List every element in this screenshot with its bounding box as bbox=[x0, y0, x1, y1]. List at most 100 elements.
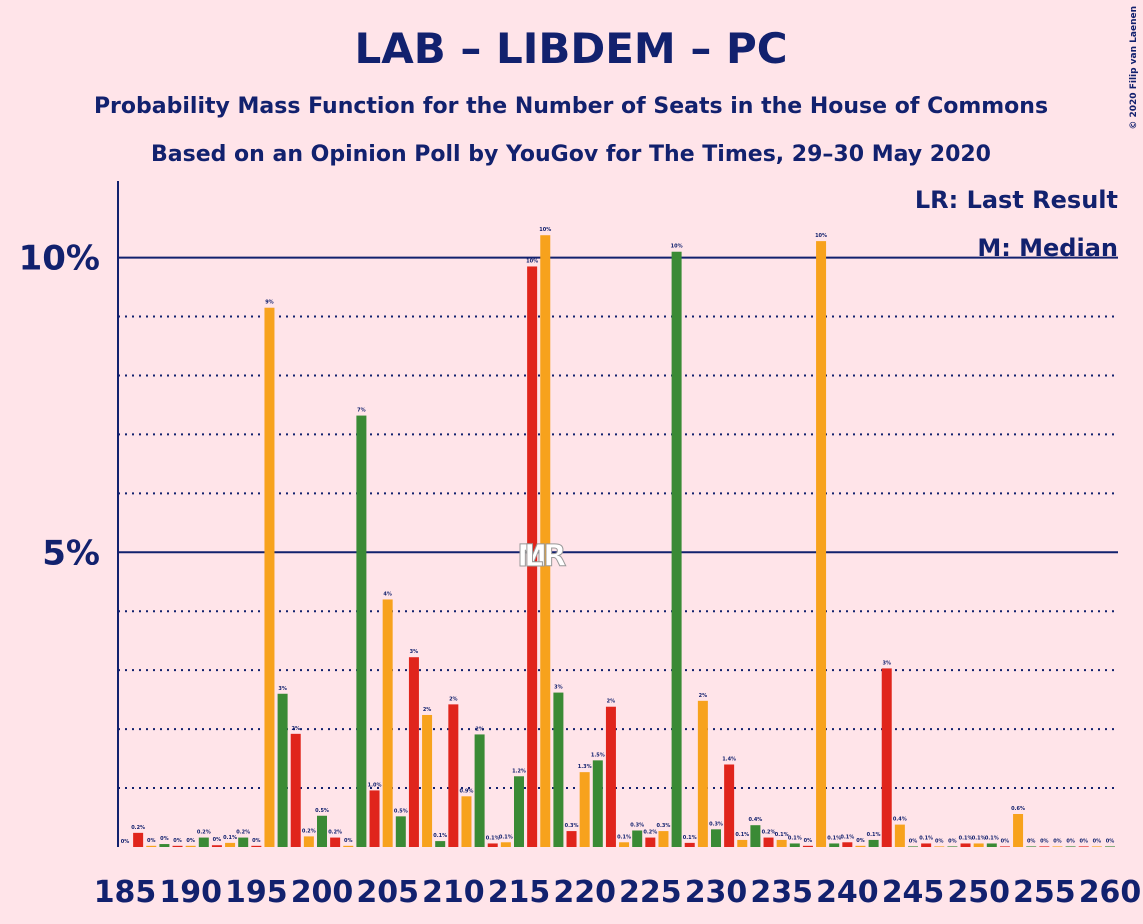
value-label: 0.1% bbox=[775, 832, 789, 838]
value-label: 2% bbox=[449, 696, 458, 702]
bar bbox=[658, 831, 669, 847]
value-label: 2% bbox=[699, 693, 708, 699]
chart-title: LAB – LIBDEM – PC bbox=[354, 24, 787, 73]
y-tick-label: 10% bbox=[19, 239, 100, 279]
bar bbox=[921, 843, 932, 847]
value-label: 4% bbox=[383, 591, 392, 597]
bar bbox=[566, 831, 577, 847]
chart-subtitle: Probability Mass Function for the Number… bbox=[94, 94, 1048, 119]
value-label: 0% bbox=[935, 838, 944, 844]
bar bbox=[369, 790, 380, 847]
value-label: 0% bbox=[804, 838, 813, 844]
x-tick-label: 210 bbox=[422, 875, 485, 910]
bar bbox=[435, 841, 446, 847]
bar bbox=[973, 843, 984, 847]
bar bbox=[868, 839, 879, 847]
bar bbox=[356, 415, 367, 847]
value-label: 0% bbox=[1079, 838, 1088, 844]
bar bbox=[724, 764, 735, 847]
bar bbox=[1052, 846, 1063, 847]
value-label: 0.4% bbox=[893, 817, 907, 823]
chart-subtitle: Based on an Opinion Poll by YouGov for T… bbox=[151, 142, 991, 167]
value-label: 3% bbox=[882, 660, 891, 666]
bar bbox=[474, 734, 485, 847]
value-label: 0% bbox=[121, 839, 130, 845]
bar bbox=[553, 692, 564, 847]
bar bbox=[317, 815, 327, 847]
value-label: 2% bbox=[475, 726, 484, 732]
bar bbox=[1013, 813, 1024, 847]
bar bbox=[343, 845, 354, 847]
value-label: 1.0% bbox=[368, 782, 382, 788]
bar bbox=[776, 839, 787, 847]
bar bbox=[382, 599, 393, 847]
value-label: 0.1% bbox=[617, 834, 631, 840]
value-label: 0.1% bbox=[959, 835, 973, 841]
value-label: 1.2% bbox=[512, 768, 526, 774]
legend-note: LR: Last Result bbox=[915, 186, 1118, 214]
value-label: 0% bbox=[1053, 838, 1062, 844]
bar bbox=[133, 832, 144, 847]
value-label: 0% bbox=[1001, 838, 1010, 844]
value-label: 0.2% bbox=[328, 830, 342, 836]
bar bbox=[527, 266, 538, 847]
bar bbox=[684, 842, 695, 847]
marker: LR bbox=[524, 539, 566, 574]
marker: M bbox=[517, 539, 547, 574]
bar bbox=[1026, 846, 1037, 847]
bar bbox=[934, 846, 945, 847]
bar bbox=[802, 845, 813, 847]
value-label: 0.5% bbox=[394, 808, 408, 814]
bar bbox=[960, 843, 971, 847]
value-label: 0.2% bbox=[643, 830, 657, 836]
value-label: 1.3% bbox=[578, 764, 592, 770]
x-tick-label: 240 bbox=[816, 875, 879, 910]
value-label: 0% bbox=[1040, 838, 1049, 844]
bar bbox=[500, 842, 511, 847]
bar bbox=[408, 657, 419, 847]
x-tick-label: 260 bbox=[1079, 875, 1142, 910]
x-tick-label: 225 bbox=[619, 875, 682, 910]
bar bbox=[146, 845, 157, 847]
bar bbox=[395, 816, 406, 847]
bar bbox=[448, 704, 459, 847]
x-tick-label: 230 bbox=[685, 875, 748, 910]
value-label: 0.1% bbox=[972, 835, 986, 841]
bar bbox=[671, 251, 682, 848]
x-tick-label: 185 bbox=[94, 875, 157, 910]
bar bbox=[986, 843, 997, 847]
value-label: 0.1% bbox=[827, 835, 841, 841]
value-label: 10% bbox=[671, 244, 683, 250]
value-label: 7% bbox=[357, 408, 366, 414]
value-label: 9% bbox=[265, 300, 274, 306]
bar bbox=[605, 706, 616, 847]
copyright: © 2020 Filip van Laenen bbox=[1129, 6, 1139, 130]
x-tick-label: 190 bbox=[159, 875, 222, 910]
y-tick-label: 5% bbox=[42, 533, 100, 573]
bar bbox=[737, 839, 748, 847]
bar bbox=[1065, 846, 1076, 847]
value-label: 3% bbox=[410, 649, 419, 655]
bar bbox=[947, 846, 958, 847]
bar bbox=[487, 843, 498, 847]
value-label: 0.3% bbox=[709, 821, 723, 827]
value-label: 0.3% bbox=[657, 823, 671, 829]
x-tick-label: 235 bbox=[750, 875, 813, 910]
bar bbox=[238, 837, 249, 847]
bar bbox=[711, 829, 721, 847]
bar bbox=[303, 836, 314, 847]
bar bbox=[1091, 846, 1102, 847]
value-label: 0.4% bbox=[748, 817, 762, 823]
value-label: 2% bbox=[607, 699, 616, 705]
bar bbox=[172, 845, 183, 847]
bar bbox=[264, 307, 275, 848]
value-label: 0.2% bbox=[131, 825, 145, 831]
bar bbox=[816, 241, 827, 847]
value-label: 0% bbox=[344, 838, 353, 844]
value-label: 2% bbox=[291, 726, 300, 732]
x-tick-label: 245 bbox=[882, 875, 945, 910]
bar bbox=[251, 845, 262, 847]
bar bbox=[579, 772, 590, 847]
bar bbox=[592, 760, 603, 847]
